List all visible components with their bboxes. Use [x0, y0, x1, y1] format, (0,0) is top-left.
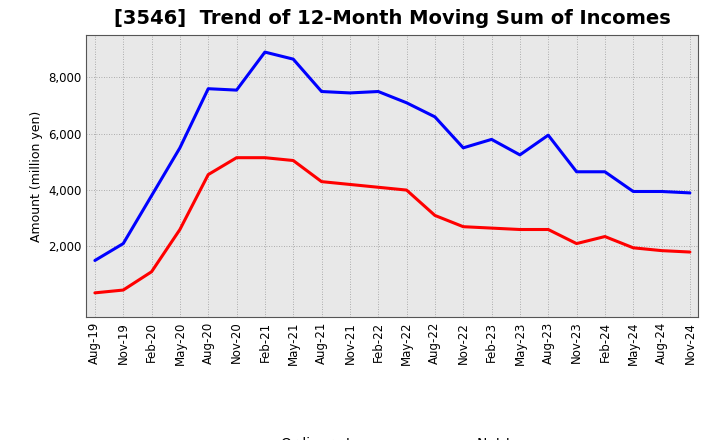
Net Income — [261, 155, 269, 160]
Net Income — [487, 225, 496, 231]
Net Income — [91, 290, 99, 296]
Net Income — [629, 245, 637, 250]
Net Income — [657, 248, 666, 253]
Ordinary Income — [629, 189, 637, 194]
Net Income — [289, 158, 297, 163]
Net Income — [204, 172, 212, 177]
Title: [3546]  Trend of 12-Month Moving Sum of Incomes: [3546] Trend of 12-Month Moving Sum of I… — [114, 9, 671, 28]
Ordinary Income — [600, 169, 609, 174]
Net Income — [600, 234, 609, 239]
Net Income — [431, 213, 439, 218]
Ordinary Income — [204, 86, 212, 92]
Net Income — [176, 227, 184, 232]
Ordinary Income — [516, 152, 524, 158]
Ordinary Income — [544, 132, 552, 138]
Ordinary Income — [289, 56, 297, 62]
Net Income — [233, 155, 241, 160]
Ordinary Income — [402, 100, 411, 106]
Ordinary Income — [487, 137, 496, 142]
Net Income — [119, 287, 127, 293]
Net Income — [346, 182, 354, 187]
Net Income — [459, 224, 467, 229]
Ordinary Income — [119, 241, 127, 246]
Net Income — [516, 227, 524, 232]
Line: Net Income: Net Income — [95, 158, 690, 293]
Net Income — [374, 185, 382, 190]
Ordinary Income — [318, 89, 326, 94]
Ordinary Income — [176, 145, 184, 150]
Ordinary Income — [91, 258, 99, 263]
Net Income — [544, 227, 552, 232]
Net Income — [685, 249, 694, 255]
Line: Ordinary Income: Ordinary Income — [95, 52, 690, 260]
Net Income — [572, 241, 581, 246]
Y-axis label: Amount (million yen): Amount (million yen) — [30, 110, 42, 242]
Ordinary Income — [233, 88, 241, 93]
Ordinary Income — [346, 90, 354, 95]
Ordinary Income — [261, 49, 269, 55]
Net Income — [148, 269, 156, 275]
Net Income — [402, 187, 411, 193]
Ordinary Income — [374, 89, 382, 94]
Legend: Ordinary Income, Net Income: Ordinary Income, Net Income — [222, 431, 562, 440]
Ordinary Income — [459, 145, 467, 150]
Ordinary Income — [148, 193, 156, 198]
Ordinary Income — [572, 169, 581, 174]
Ordinary Income — [685, 190, 694, 195]
Net Income — [318, 179, 326, 184]
Ordinary Income — [431, 114, 439, 120]
Ordinary Income — [657, 189, 666, 194]
